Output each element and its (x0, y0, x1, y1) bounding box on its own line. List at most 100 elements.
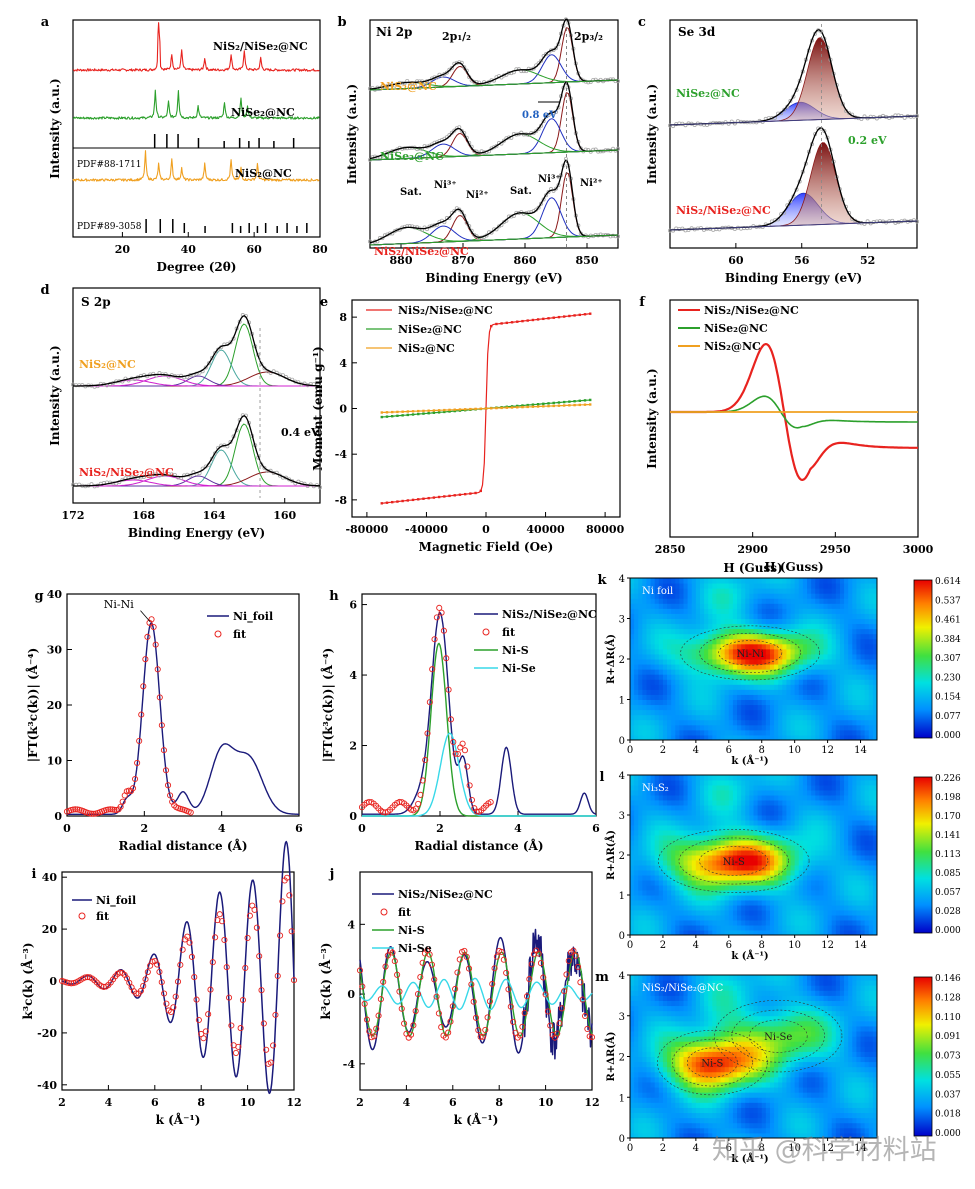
heatmap-cell (860, 664, 866, 670)
heatmap-cell (815, 648, 820, 655)
heatmap-cell (798, 880, 804, 886)
fit-point (133, 990, 140, 997)
heatmap-cell (724, 684, 730, 690)
data-point (819, 29, 824, 34)
heatmap-cell (675, 880, 680, 886)
heatmap-cell (835, 880, 841, 886)
heatmap-cell (630, 724, 635, 731)
heatmap-cell (761, 855, 767, 861)
heatmap-cell (654, 669, 660, 675)
heatmap-cell (646, 633, 652, 640)
heatmap-cell (798, 780, 804, 786)
heatmap-cell (679, 900, 685, 906)
heatmap-cell (658, 669, 664, 675)
heatmap-cell (745, 714, 750, 721)
heatmap-cell (671, 785, 676, 791)
xrd-s3 (72, 150, 320, 182)
heatmap-cell (671, 830, 676, 836)
heatmap-cell (704, 674, 709, 680)
heatmap-cell (630, 845, 635, 851)
heatmap-cell (708, 734, 713, 741)
heatmap-cell (835, 870, 841, 876)
heatmap-cell (774, 870, 779, 876)
heatmap-cell (823, 880, 829, 886)
heatmap-cell (819, 588, 824, 594)
heatmap-cell (732, 775, 738, 781)
heatmap-cell (704, 719, 709, 726)
heatmap-cell (819, 603, 824, 609)
heatmap-cell (671, 709, 676, 716)
colorbar-label: 0.000 (935, 731, 961, 741)
heatmap-cell (815, 835, 820, 841)
fit-point (356, 967, 364, 974)
fit-point (570, 947, 577, 954)
heatmap-cell (786, 684, 792, 690)
data-point (554, 186, 559, 191)
heatmap-cell (741, 775, 746, 781)
heatmap-cell (749, 628, 754, 635)
heatmap-cell (786, 860, 792, 866)
heatmap-cell (634, 674, 639, 680)
heatmap-cell (761, 613, 767, 619)
heatmap-cell (823, 694, 829, 700)
heatmap-cell (774, 648, 779, 655)
heatmap-cell (732, 800, 738, 806)
heatmap-cell (831, 850, 837, 856)
heatmap-cell (823, 684, 829, 690)
heatmap-cell (811, 855, 816, 861)
heatmap-cell (790, 588, 796, 594)
x-tick-label: 10 (538, 1096, 554, 1109)
heatmap-cell (728, 638, 734, 645)
fit-point (144, 968, 151, 976)
heatmap-cell (811, 785, 816, 791)
heatmap-cell (774, 875, 779, 881)
heatmap-cell (638, 925, 643, 931)
heatmap-cell (811, 815, 816, 821)
heatmap-cell (732, 840, 738, 846)
heatmap-cell (704, 669, 709, 675)
heatmap-cell (782, 689, 787, 695)
heatmap-cell (864, 583, 870, 589)
fit-point (487, 799, 494, 806)
heatmap-cell (835, 679, 841, 685)
heatmap-cell (712, 719, 717, 726)
heatmap-cell (683, 860, 689, 866)
heatmap-cell (798, 875, 804, 881)
heatmap-cell (757, 920, 763, 926)
heatmap-cell (745, 588, 750, 594)
heatmap-cell (819, 669, 824, 675)
heatmap-cell (749, 638, 754, 645)
heatmap-cell (794, 820, 800, 826)
heatmap-cell (774, 865, 779, 871)
heatmap-cell (807, 669, 812, 675)
heatmap-cell (650, 674, 656, 680)
heatmap-cell (679, 689, 685, 695)
heatmap-cell (728, 840, 734, 846)
heatmap-cell (786, 603, 792, 609)
heatmap-cell (708, 588, 713, 594)
heatmap-cell (683, 704, 689, 711)
heatmap-cell (671, 674, 676, 680)
heatmap-cell (712, 870, 717, 876)
heatmap-cell (741, 905, 746, 911)
heatmap-cell (720, 830, 726, 836)
heatmap-cell (716, 628, 722, 635)
heatmap-cell (695, 689, 701, 695)
data-point (723, 120, 728, 125)
heatmap-cell (782, 684, 787, 690)
heatmap-cell (790, 653, 796, 660)
heatmap-cell (658, 780, 664, 786)
heatmap-cell (757, 669, 763, 675)
data-point (680, 121, 685, 126)
heatmap-cell (720, 880, 726, 886)
heatmap-cell (761, 880, 767, 886)
fit-point (359, 983, 366, 990)
heatmap-cell (819, 850, 824, 856)
heatmap-cell (650, 775, 656, 781)
heatmap-cell (650, 905, 656, 911)
heatmap-cell (732, 925, 738, 931)
heatmap-cell (852, 623, 857, 630)
heatmap-cell (741, 618, 746, 625)
